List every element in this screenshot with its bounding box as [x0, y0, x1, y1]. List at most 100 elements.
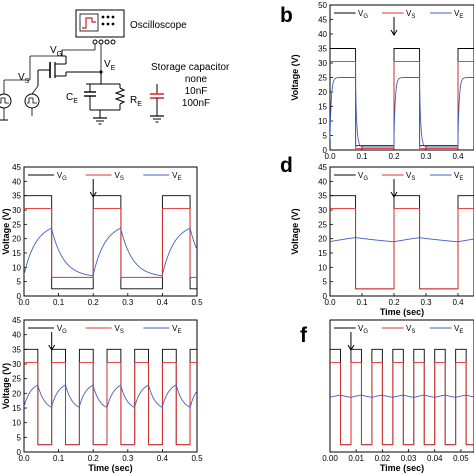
series-line-vs	[330, 362, 474, 446]
x-tick-label: 0.03	[401, 454, 417, 463]
series-line-ve	[330, 77, 474, 148]
y-tick-label: 30	[12, 206, 21, 215]
legend-entry: VS	[406, 324, 415, 335]
panel-label: d	[280, 154, 293, 177]
y-axis-label: Voltage (V)	[290, 208, 300, 254]
chart-panel-b: 0.0 0.1 0.2 0.3 0.4 0 5 10 15 20 25 30 35 40 45 50 Volta…	[280, 1, 474, 161]
legend-label: V	[454, 324, 460, 333]
y-tick-label: 10	[12, 263, 21, 272]
y-tick-label: 10	[318, 263, 327, 272]
series-line-vg	[24, 348, 197, 446]
y-tick-label: 45	[318, 163, 327, 172]
drain-source-icon	[0, 93, 12, 109]
re-label: RE	[130, 95, 142, 108]
y-tick-label: 5	[17, 433, 22, 442]
probe-terminal	[110, 39, 116, 45]
ve-label: VE	[104, 59, 116, 72]
arrow-annotation-head	[390, 29, 398, 36]
x-tick-label: 0.3	[122, 454, 134, 463]
x-tick-label: 0.0	[324, 152, 336, 161]
y-tick-label: 45	[318, 16, 327, 25]
series-line-vg	[330, 195, 474, 290]
knob-icon	[101, 22, 105, 26]
chart-panel-e: 0.0 0.1 0.2 0.3 0.4 0.5 0 5 10 15 20 25 30 35 40 45 Time…	[1, 316, 203, 473]
x-tick-label: 0.0	[18, 298, 30, 307]
series-group	[24, 195, 197, 290]
x-tick-label: 0.1	[356, 152, 368, 161]
y-tick-label: 30	[318, 206, 327, 215]
legend-sub: E	[178, 329, 182, 335]
x-axis-label: Time (sec)	[380, 463, 424, 473]
y-tick-label: 25	[12, 220, 21, 229]
storage-capacitor-title: Storage capacitor	[151, 62, 230, 73]
panel-label: f	[300, 324, 308, 347]
x-tick-label: 0.1	[356, 298, 368, 307]
y-tick-label: 20	[12, 235, 21, 244]
legend-entry: VE	[172, 324, 181, 335]
x-tick-label: 0.2	[88, 454, 100, 463]
ce-label: CE	[66, 92, 78, 105]
legend-entry: VE	[172, 171, 181, 182]
legend-sub: E	[459, 14, 463, 20]
series-line-vs	[330, 208, 474, 290]
series-group	[330, 48, 474, 149]
series-line-ve	[330, 237, 474, 243]
vs-label: VS	[18, 72, 30, 85]
series-line-ve	[330, 394, 474, 398]
y-tick-label: 5	[323, 132, 328, 141]
gate-source-icon	[24, 93, 40, 109]
legend-sub: E	[178, 176, 182, 182]
legend-sub: G	[363, 176, 368, 182]
probe-terminal	[92, 39, 98, 45]
legend-entry: VS	[406, 171, 415, 182]
series-line-ve	[24, 227, 197, 277]
legend-label: V	[115, 324, 121, 333]
plot-frame	[23, 166, 198, 297]
oscilloscope-label: Oscilloscope	[130, 20, 187, 31]
x-tick-label: 0.4	[157, 454, 169, 463]
y-tick-label: 30	[12, 360, 21, 369]
series-group	[330, 195, 474, 290]
plot-frame	[329, 166, 474, 297]
storage-option-100nf: 100nF	[182, 98, 210, 109]
legend-sub: S	[120, 329, 124, 335]
re-resistor	[114, 87, 126, 105]
legend-label: V	[57, 324, 63, 333]
x-tick-label: 0.04	[427, 454, 443, 463]
legend-label: V	[454, 171, 460, 180]
y-tick-label: 40	[318, 30, 327, 39]
legend-label: V	[115, 171, 121, 180]
plot-frame	[23, 319, 198, 453]
y-tick-label: 25	[318, 220, 327, 229]
x-tick-label: 0.5	[191, 454, 203, 463]
y-tick-label: 25	[318, 74, 327, 83]
plot-frame	[329, 319, 474, 453]
y-tick-label: 40	[12, 177, 21, 186]
y-tick-label: 30	[318, 59, 327, 68]
legend-entry: VE	[454, 171, 463, 182]
x-tick-label: 0.4	[452, 298, 464, 307]
y-tick-label: 35	[12, 345, 21, 354]
y-tick-label: 45	[12, 163, 21, 172]
circuit-schematic: Oscilloscope VG VS	[0, 9, 230, 125]
y-tick-label: 15	[12, 404, 21, 413]
legend-label: V	[358, 171, 364, 180]
y-axis-label: Voltage (V)	[290, 54, 300, 100]
x-tick-label: 0.05	[453, 454, 469, 463]
legend-sub: G	[363, 14, 368, 20]
legend-label: V	[358, 324, 364, 333]
x-tick-label: 0.4	[452, 152, 464, 161]
x-tick-label: 0.2	[388, 152, 400, 161]
legend-sub: G	[62, 329, 67, 335]
y-tick-label: 10	[12, 419, 21, 428]
y-tick-label: 20	[318, 235, 327, 244]
legend-sub: G	[363, 329, 368, 335]
x-tick-label: 0.4	[157, 298, 169, 307]
y-tick-label: 15	[318, 249, 327, 258]
knob-icon	[111, 15, 115, 19]
panel-label: b	[280, 4, 293, 27]
probe-terminal	[98, 39, 104, 45]
y-tick-label: 25	[12, 375, 21, 384]
arrow-annotation-head	[390, 191, 398, 198]
series-line-vs	[24, 208, 197, 278]
